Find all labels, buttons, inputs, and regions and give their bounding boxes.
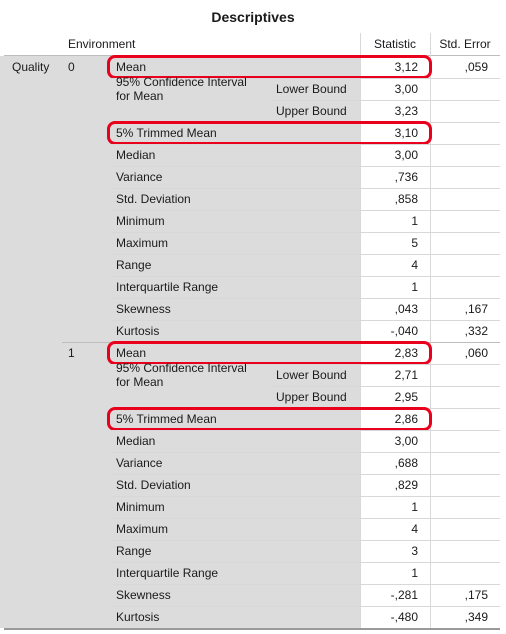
group-level-label: 0 xyxy=(68,60,75,74)
highlight-box xyxy=(107,55,432,79)
row-label: Minimum xyxy=(116,500,165,514)
std-error-value: ,332 xyxy=(464,324,488,338)
row-divider xyxy=(110,496,500,497)
highlight-box xyxy=(107,341,432,365)
statistic-value: 3,10 xyxy=(394,126,418,140)
table-title: Descriptives xyxy=(211,9,295,25)
statistic-value: 4 xyxy=(411,258,418,272)
statistic-value: ,043 xyxy=(394,302,418,316)
row-label: Range xyxy=(116,544,152,558)
statistic-value: 3,00 xyxy=(394,82,418,96)
std-error-value: ,060 xyxy=(464,346,488,360)
row-divider xyxy=(110,452,500,453)
row-divider xyxy=(110,276,500,277)
statistic-value: 2,83 xyxy=(394,346,418,360)
statistic-value: -,281 xyxy=(390,588,418,602)
row-label: Upper Bound xyxy=(276,104,347,118)
statistic-value: 1 xyxy=(411,280,418,294)
group-level-label: 1 xyxy=(68,346,75,360)
std-error-value: ,349 xyxy=(464,610,488,624)
ci-label: 95% Confidence Interval xyxy=(116,361,247,375)
row-label: Lower Bound xyxy=(276,368,347,382)
row-divider xyxy=(110,430,500,431)
statistic-value: 5 xyxy=(411,236,418,250)
statistic-value: 3,12 xyxy=(394,60,418,74)
row-label: Median xyxy=(116,148,156,162)
row-divider xyxy=(110,606,500,607)
row-label: Minimum xyxy=(116,214,165,228)
row-divider xyxy=(110,210,500,211)
ci-label: for Mean xyxy=(116,375,164,389)
row-label: Mean xyxy=(116,60,147,74)
row-label: Skewness xyxy=(116,302,171,316)
statistic-value: ,688 xyxy=(394,456,418,470)
header-std-error: Std. Error xyxy=(439,37,491,51)
ci-label: 95% Confidence Interval xyxy=(116,75,247,89)
row-divider xyxy=(110,188,500,189)
statistic-value: ,736 xyxy=(394,170,418,184)
row-divider xyxy=(110,584,500,585)
statistic-value: 3,00 xyxy=(394,434,418,448)
statistic-value: 3,00 xyxy=(394,148,418,162)
row-label: Variance xyxy=(116,456,163,470)
statistic-value: -,040 xyxy=(390,324,418,338)
row-divider xyxy=(110,254,500,255)
std-error-value: ,175 xyxy=(464,588,488,602)
statistic-value: 2,95 xyxy=(394,390,418,404)
statistic-value: 2,86 xyxy=(394,412,418,426)
row-label: Range xyxy=(116,258,152,272)
row-label: 5% Trimmed Mean xyxy=(116,126,217,140)
table-bottom-border xyxy=(4,628,500,630)
row-label: Maximum xyxy=(116,522,169,536)
row-divider xyxy=(110,518,500,519)
row-label: Maximum xyxy=(116,236,169,250)
row-divider xyxy=(110,144,500,145)
ci-label: for Mean xyxy=(116,89,164,103)
row-divider xyxy=(110,320,500,321)
row-divider xyxy=(110,562,500,563)
row-label: Skewness xyxy=(116,588,171,602)
statistic-value: 2,71 xyxy=(394,368,418,382)
highlight-box xyxy=(107,121,432,145)
row-label: Variance xyxy=(116,170,163,184)
statistic-value: ,858 xyxy=(394,192,418,206)
column-divider xyxy=(360,33,361,628)
row-label: 5% Trimmed Mean xyxy=(116,412,217,426)
row-label: Std. Deviation xyxy=(116,478,191,492)
statistic-value: ,829 xyxy=(394,478,418,492)
std-error-value: ,059 xyxy=(464,60,488,74)
statistic-value: 3 xyxy=(411,544,418,558)
row-divider xyxy=(110,540,500,541)
statistic-value: -,480 xyxy=(390,610,418,624)
std-error-value: ,167 xyxy=(464,302,488,316)
statistic-value: 1 xyxy=(411,566,418,580)
row-label: Lower Bound xyxy=(276,82,347,96)
header-environment: Environment xyxy=(68,37,136,51)
header-statistic: Statistic xyxy=(373,37,416,51)
row-divider xyxy=(110,232,500,233)
row-divider xyxy=(272,100,500,101)
row-label: Median xyxy=(116,434,156,448)
row-label: Std. Deviation xyxy=(116,192,191,206)
row-divider xyxy=(110,166,500,167)
statistic-value: 3,23 xyxy=(394,104,418,118)
row-divider xyxy=(110,474,500,475)
statistic-value: 4 xyxy=(411,522,418,536)
statistic-value: 1 xyxy=(411,500,418,514)
row-divider xyxy=(110,298,500,299)
column-divider xyxy=(430,33,431,628)
dependent-variable-label: Quality xyxy=(12,60,50,74)
row-label: Interquartile Range xyxy=(116,280,219,294)
row-label: Kurtosis xyxy=(116,324,160,338)
statistic-value: 1 xyxy=(411,214,418,228)
row-divider xyxy=(110,78,500,79)
row-label: Interquartile Range xyxy=(116,566,219,580)
row-divider xyxy=(110,364,500,365)
row-divider xyxy=(272,386,500,387)
highlight-box xyxy=(107,407,432,431)
row-label: Upper Bound xyxy=(276,390,347,404)
row-label: Mean xyxy=(116,346,147,360)
row-label: Kurtosis xyxy=(116,610,160,624)
